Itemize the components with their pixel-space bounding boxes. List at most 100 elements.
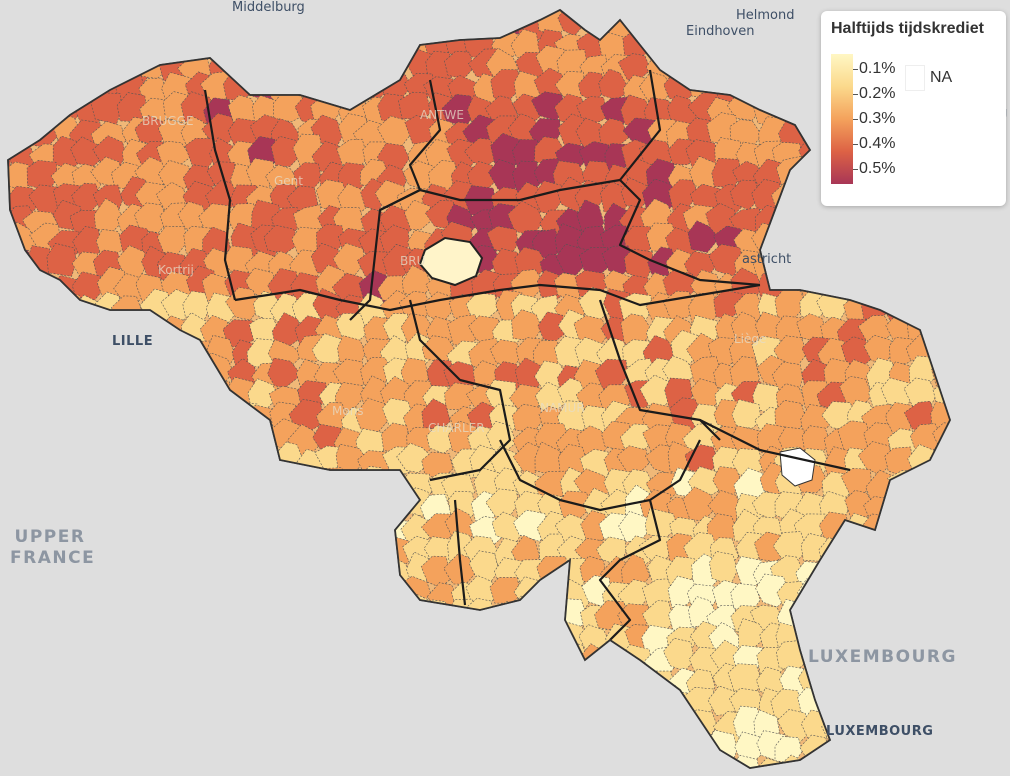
municipality-cell[interactable]	[178, 445, 213, 478]
municipality-cell[interactable]	[355, 465, 390, 498]
municipality-cell[interactable]	[536, 0, 569, 37]
municipality-cell[interactable]	[667, 95, 699, 128]
municipality-cell[interactable]	[157, 225, 188, 256]
municipality-cell[interactable]	[777, 28, 812, 62]
municipality-cell[interactable]	[534, 684, 568, 717]
municipality-cell[interactable]	[860, 534, 895, 566]
municipality-cell[interactable]	[819, 222, 855, 257]
municipality-cell[interactable]	[643, 27, 678, 58]
municipality-cell[interactable]	[821, 207, 852, 240]
municipality-cell[interactable]	[0, 379, 19, 411]
municipality-cell[interactable]	[930, 246, 961, 280]
municipality-cell[interactable]	[247, 643, 280, 670]
municipality-cell[interactable]	[401, 691, 438, 723]
municipality-cell[interactable]	[975, 471, 1008, 502]
municipality-cell[interactable]	[974, 202, 1009, 237]
municipality-cell[interactable]	[931, 338, 962, 369]
municipality-cell[interactable]	[185, 756, 214, 776]
municipality-cell[interactable]	[930, 229, 962, 263]
municipality-cell[interactable]	[71, 709, 104, 743]
municipality-cell[interactable]	[288, 537, 320, 568]
municipality-cell[interactable]	[90, 92, 123, 125]
municipality-cell[interactable]	[180, 733, 213, 762]
municipality-cell[interactable]	[732, 70, 769, 101]
municipality-cell[interactable]	[331, 537, 366, 567]
municipality-cell[interactable]	[132, 0, 169, 21]
municipality-cell[interactable]	[180, 490, 216, 518]
municipality-cell[interactable]	[317, 661, 349, 696]
municipality-cell[interactable]	[335, 621, 371, 651]
municipality-cell[interactable]	[578, 666, 613, 695]
municipality-cell[interactable]	[976, 318, 1008, 346]
municipality-cell[interactable]	[0, 707, 22, 740]
municipality-cell[interactable]	[249, 32, 284, 63]
municipality-cell[interactable]	[50, 732, 82, 769]
municipality-cell[interactable]	[930, 401, 961, 431]
municipality-cell[interactable]	[779, 207, 812, 237]
municipality-cell[interactable]	[952, 488, 984, 517]
municipality-cell[interactable]	[249, 48, 282, 83]
municipality-cell[interactable]	[28, 427, 60, 460]
municipality-cell[interactable]	[911, 514, 947, 546]
municipality-cell[interactable]	[444, 689, 479, 719]
municipality-cell[interactable]	[156, 140, 192, 170]
municipality-cell[interactable]	[951, 712, 986, 742]
municipality-cell[interactable]	[227, 48, 260, 76]
municipality-cell[interactable]	[226, 689, 261, 721]
municipality-cell[interactable]	[91, 669, 123, 698]
municipality-cell[interactable]	[292, 751, 327, 776]
municipality-cell[interactable]	[0, 111, 21, 143]
municipality-cell[interactable]	[311, 692, 346, 724]
municipality-cell[interactable]	[66, 736, 101, 768]
municipality-cell[interactable]	[95, 643, 127, 675]
municipality-cell[interactable]	[955, 400, 985, 430]
municipality-cell[interactable]	[445, 733, 481, 764]
municipality-cell[interactable]	[317, 7, 349, 35]
municipality-cell[interactable]	[25, 669, 60, 705]
municipality-cell[interactable]	[953, 532, 987, 560]
municipality-cell[interactable]	[72, 403, 109, 432]
municipality-cell[interactable]	[0, 728, 19, 761]
municipality-cell[interactable]	[510, 269, 546, 298]
municipality-cell[interactable]	[94, 725, 130, 763]
municipality-cell[interactable]	[576, 96, 610, 125]
municipality-cell[interactable]	[616, 445, 650, 474]
municipality-cell[interactable]	[222, 578, 257, 609]
municipality-cell[interactable]	[772, 55, 803, 84]
municipality-cell[interactable]	[120, 0, 151, 17]
municipality-cell[interactable]	[75, 0, 108, 12]
municipality-cell[interactable]	[47, 396, 85, 430]
municipality-cell[interactable]	[971, 249, 1006, 281]
municipality-cell[interactable]	[888, 597, 921, 632]
municipality-cell[interactable]	[201, 28, 236, 63]
municipality-cell[interactable]	[620, 313, 652, 345]
municipality-cell[interactable]	[466, 0, 500, 18]
municipality-cell[interactable]	[23, 54, 56, 83]
municipality-cell[interactable]	[269, 600, 303, 634]
municipality-cell[interactable]	[316, 494, 351, 524]
municipality-cell[interactable]	[973, 512, 1007, 548]
municipality-cell[interactable]	[337, 335, 367, 368]
brussels-region[interactable]	[418, 236, 484, 287]
municipality-cell[interactable]	[402, 642, 433, 673]
municipality-cell[interactable]	[0, 422, 16, 452]
municipality-cell[interactable]	[113, 648, 145, 678]
municipality-cell[interactable]	[640, 732, 674, 761]
municipality-cell[interactable]	[26, 337, 59, 370]
municipality-cell[interactable]	[337, 162, 368, 192]
municipality-cell[interactable]	[51, 488, 82, 520]
municipality-cell[interactable]	[230, 532, 263, 565]
municipality-cell[interactable]	[623, 709, 658, 739]
municipality-cell[interactable]	[113, 597, 149, 630]
municipality-cell[interactable]	[976, 583, 1009, 612]
municipality-cell[interactable]	[0, 96, 17, 125]
municipality-cell[interactable]	[731, 399, 762, 429]
municipality-cell[interactable]	[535, 662, 569, 694]
municipality-cell[interactable]	[839, 601, 870, 633]
municipality-cell[interactable]	[116, 3, 148, 35]
municipality-cell[interactable]	[224, 559, 262, 588]
municipality-cell[interactable]	[163, 553, 194, 586]
municipality-cell[interactable]	[954, 760, 989, 776]
municipality-cell[interactable]	[318, 599, 349, 629]
municipality-cell[interactable]	[381, 422, 411, 455]
